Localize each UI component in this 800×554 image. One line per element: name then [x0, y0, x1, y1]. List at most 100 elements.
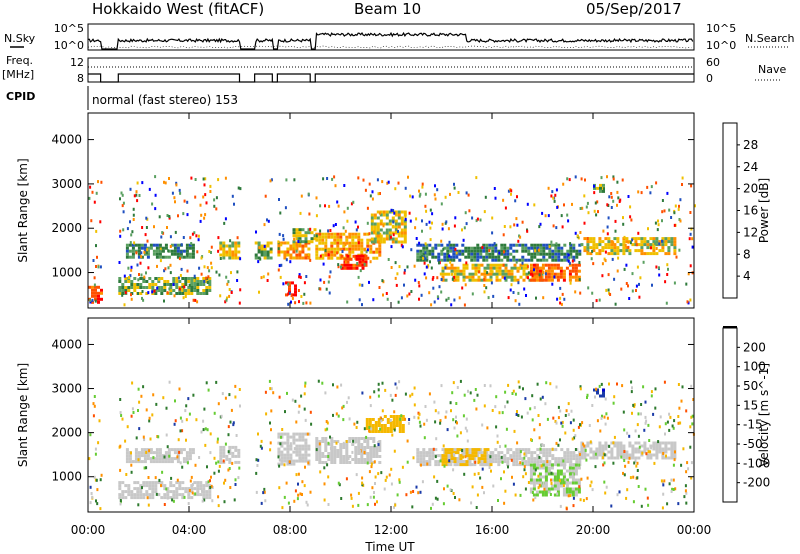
- velocity-panel-speck: [326, 427, 329, 431]
- velocity-panel-speck: [452, 452, 455, 456]
- velocity-panel-speck: [613, 435, 616, 439]
- velocity-panel-cell: [572, 463, 576, 467]
- velocity-panel-speck: [406, 439, 409, 443]
- power-panel-cell: [529, 272, 533, 276]
- velocity-panel-cell: [392, 418, 396, 421]
- velocity-panel-cell: [512, 457, 516, 461]
- velocity-panel-cell: [447, 448, 451, 452]
- velocity-panel-cell: [652, 444, 656, 448]
- velocity-panel-cell: [315, 440, 319, 443]
- power-panel-speck: [436, 188, 439, 192]
- velocity-panel-speck: [448, 459, 451, 463]
- velocity-panel-cell: [554, 463, 558, 467]
- power-panel-cell: [191, 249, 195, 253]
- power-panel-cell: [397, 210, 401, 214]
- velocity-panel-cell: [166, 493, 170, 497]
- power-panel-cell: [131, 252, 135, 256]
- velocity-panel-speck: [664, 432, 666, 436]
- power-panel-cell: [501, 275, 505, 279]
- power-panel-cell: [446, 246, 450, 250]
- power-panel-speck: [299, 211, 302, 215]
- power-panel-speck: [168, 215, 171, 218]
- velocity-panel-speck: [323, 498, 326, 502]
- velocity-panel-speck: [425, 418, 428, 422]
- velocity-panel-cell: [465, 448, 469, 452]
- power-panel-cell: [339, 238, 343, 242]
- velocity-panel-cell: [136, 490, 140, 494]
- power-panel-speck: [159, 259, 162, 263]
- power-panel-cell: [455, 243, 459, 247]
- power-panel-cell: [260, 244, 264, 248]
- power-panel-speck: [571, 202, 573, 206]
- power-panel-speck: [621, 178, 624, 182]
- velocity-panel-speck: [291, 398, 294, 402]
- velocity-panel-speck: [401, 465, 404, 469]
- power-panel-cell: [298, 253, 302, 257]
- velocity-panel-cell: [383, 415, 387, 418]
- velocity-colorbar-tick-label: -200: [743, 476, 770, 490]
- power-panel-cell: [462, 272, 466, 276]
- velocity-panel-cell: [673, 447, 677, 451]
- power-panel-cell: [100, 297, 103, 301]
- velocity-panel-speck: [165, 406, 168, 410]
- velocity-panel-cell: [560, 460, 564, 464]
- power-panel-speck: [616, 269, 619, 273]
- velocity-panel-cell: [283, 447, 287, 451]
- velocity-panel-speck: [512, 482, 515, 486]
- velocity-panel-speck: [574, 448, 577, 451]
- velocity-panel-speck: [505, 427, 508, 431]
- velocity-panel-cell: [375, 455, 379, 458]
- power-panel-speck: [141, 226, 144, 229]
- power-panel-cell: [370, 219, 374, 223]
- power-panel-speck: [591, 249, 594, 253]
- power-panel-speck: [129, 220, 131, 224]
- power-panel-speck: [471, 216, 474, 220]
- power-panel-speck: [449, 192, 451, 196]
- power-panel-cell: [535, 263, 539, 267]
- power-panel-cell: [301, 240, 305, 244]
- velocity-panel-cell: [339, 443, 343, 446]
- power-panel-cell: [560, 252, 564, 256]
- station-title: Hokkaido West (fitACF): [92, 0, 264, 18]
- power-panel-cell: [336, 241, 340, 245]
- power-panel-cell: [422, 258, 426, 262]
- power-panel-cell: [449, 255, 453, 259]
- velocity-panel-speck: [163, 455, 166, 459]
- power-panel-cell: [557, 246, 561, 250]
- power-panel-cell: [340, 263, 344, 267]
- power-panel-cell: [458, 252, 462, 256]
- velocity-panel-speck: [537, 474, 540, 478]
- velocity-panel-cell: [369, 449, 373, 452]
- velocity-panel-speck: [511, 475, 513, 479]
- power-panel-cell: [456, 269, 460, 273]
- power-panel-cell: [190, 277, 194, 280]
- velocity-panel-speck: [589, 484, 592, 488]
- power-panel-cell: [342, 244, 346, 248]
- power-panel-speck: [215, 207, 218, 211]
- velocity-panel-cell: [354, 452, 358, 455]
- power-panel-speck: [145, 251, 148, 255]
- velocity-panel-speck: [289, 442, 292, 446]
- velocity-panel-speck: [394, 503, 397, 507]
- power-panel-speck: [280, 243, 283, 247]
- velocity-panel-cell: [369, 446, 373, 449]
- power-panel-cell: [431, 249, 435, 253]
- velocity-panel-cell: [139, 496, 143, 500]
- power-panel-cell: [625, 246, 629, 250]
- power-panel-cell: [598, 249, 602, 253]
- power-panel-cell: [354, 244, 358, 248]
- velocity-panel-speck: [634, 459, 637, 463]
- velocity-panel-cell: [127, 487, 131, 491]
- power-panel-speck: [503, 225, 506, 228]
- power-panel-speck: [594, 201, 597, 205]
- power-panel-cell: [385, 213, 389, 217]
- power-panel-speck: [364, 188, 367, 192]
- power-panel-cell: [497, 258, 501, 262]
- power-panel-speck: [141, 290, 144, 293]
- power-panel-cell: [428, 249, 432, 253]
- velocity-panel-cell: [360, 455, 364, 458]
- velocity-panel-speck: [645, 452, 648, 456]
- velocity-panel-cell: [181, 487, 185, 491]
- power-panel-cell: [361, 266, 365, 270]
- power-panel-speck: [217, 178, 220, 182]
